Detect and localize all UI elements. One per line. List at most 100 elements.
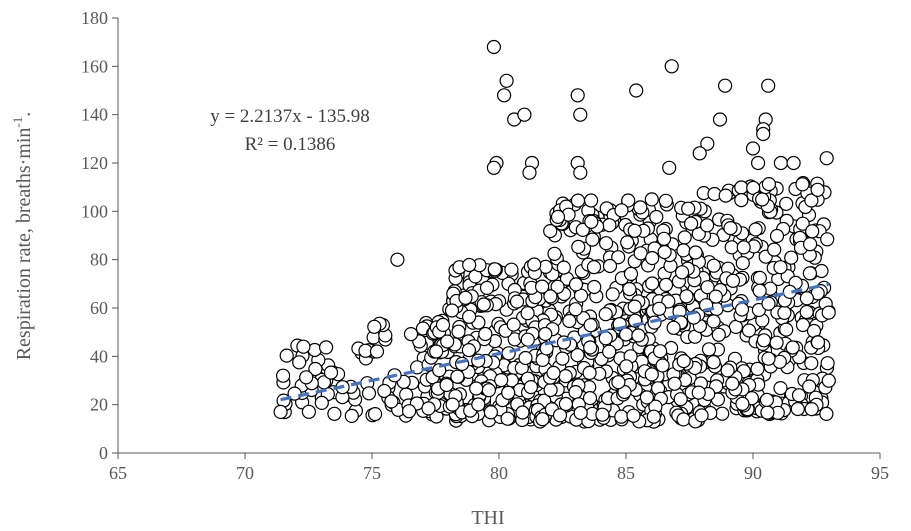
data-point <box>681 201 696 216</box>
data-point <box>562 313 577 329</box>
data-point <box>585 232 600 247</box>
y-axis-title-superscript: -1 <box>10 117 25 128</box>
data-point <box>500 411 515 426</box>
y-tick-label: 80 <box>90 250 108 270</box>
y-tick-label: 180 <box>81 8 108 28</box>
x-tick-label: 85 <box>617 463 635 483</box>
data-point <box>571 239 586 254</box>
data-point <box>750 155 766 171</box>
data-point <box>795 216 810 231</box>
data-point <box>723 221 738 236</box>
data-point <box>717 78 733 93</box>
data-point <box>667 376 682 391</box>
data-point <box>461 343 476 358</box>
data-point <box>688 245 703 260</box>
data-point <box>458 290 473 305</box>
trendline-line <box>280 282 830 402</box>
data-point <box>522 165 537 180</box>
data-point <box>377 383 392 399</box>
data-point <box>471 397 486 412</box>
data-point <box>506 317 521 332</box>
data-point <box>621 193 636 208</box>
data-point <box>711 327 726 342</box>
data-point <box>568 302 583 317</box>
data-point <box>627 299 642 314</box>
data-points <box>273 39 836 429</box>
data-point <box>440 334 455 349</box>
data-point <box>657 245 672 260</box>
data-point <box>450 369 465 384</box>
data-point <box>543 382 558 398</box>
data-point <box>390 252 405 267</box>
data-point <box>575 222 590 237</box>
data-point <box>627 223 642 238</box>
data-point <box>649 209 664 225</box>
data-point <box>618 327 634 342</box>
data-point <box>582 365 597 380</box>
data-point <box>439 377 454 393</box>
x-tick-label: 90 <box>744 463 762 483</box>
data-point <box>583 318 598 333</box>
data-point <box>402 404 417 419</box>
data-point <box>773 155 789 171</box>
data-point <box>552 408 568 423</box>
data-point <box>629 83 644 98</box>
data-point <box>679 289 694 304</box>
y-tick-label: 100 <box>81 201 108 221</box>
data-point <box>735 256 750 271</box>
data-point <box>344 408 359 423</box>
x-tick-label: 95 <box>871 463 889 483</box>
data-point <box>819 406 834 421</box>
data-point <box>674 265 690 280</box>
tick-labels: 0 20 40 60 80 100 120 140 160 180 65 70 75 80 85 90 95 <box>81 8 889 483</box>
data-point <box>384 394 399 409</box>
data-point <box>761 78 776 93</box>
data-point <box>494 373 509 388</box>
data-point <box>445 397 460 412</box>
data-point <box>367 319 382 334</box>
data-point <box>444 303 460 318</box>
data-point <box>706 258 721 273</box>
data-point <box>319 340 334 355</box>
data-point <box>773 260 788 275</box>
data-point <box>810 335 826 350</box>
data-point <box>598 236 614 251</box>
data-point <box>706 355 721 370</box>
data-point <box>777 305 792 320</box>
data-point <box>820 232 835 247</box>
y-axis-title: Respiration rate, breaths·min-1. <box>10 112 35 361</box>
y-axis-title-end: . <box>13 112 35 117</box>
data-point <box>598 307 613 322</box>
x-axis-title: THI <box>471 507 504 529</box>
data-point <box>602 344 617 359</box>
trendline-r-squared: R² = 0.1386 <box>245 134 336 155</box>
data-point <box>483 405 498 420</box>
data-point <box>673 392 688 407</box>
data-point <box>662 160 677 175</box>
y-tick-label: 140 <box>81 105 108 125</box>
data-point <box>614 203 629 218</box>
data-point <box>570 88 585 103</box>
data-point <box>785 340 800 355</box>
data-point <box>568 385 583 400</box>
data-point <box>694 408 709 423</box>
data-point <box>767 242 782 257</box>
data-point <box>479 280 495 295</box>
data-point <box>287 386 302 401</box>
data-point <box>725 273 741 288</box>
data-point <box>724 240 739 255</box>
data-point <box>587 279 602 295</box>
data-point <box>784 250 799 265</box>
data-point <box>644 192 659 207</box>
data-point <box>622 282 637 297</box>
data-point <box>369 344 385 359</box>
data-point <box>602 258 618 274</box>
data-point <box>756 126 771 142</box>
data-point <box>476 297 491 312</box>
data-point <box>462 309 477 324</box>
data-point <box>691 385 706 400</box>
data-point <box>308 361 323 377</box>
data-point <box>658 277 674 292</box>
data-point <box>639 390 655 405</box>
data-point <box>734 193 749 208</box>
